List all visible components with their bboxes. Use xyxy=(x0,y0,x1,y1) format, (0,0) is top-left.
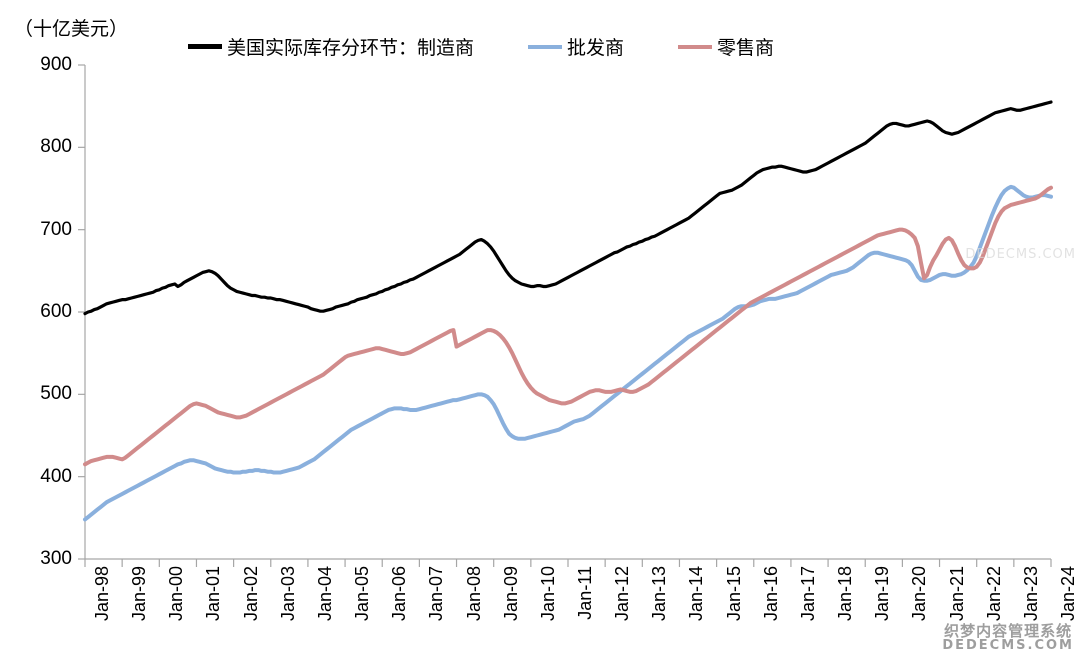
legend-label-3: 零售商 xyxy=(717,38,775,59)
legend-item-1[interactable]: 美国实际库存分环节：制造商 xyxy=(188,33,474,60)
series-line-3 xyxy=(83,185,1053,467)
legend-item-2[interactable]: 批发商 xyxy=(528,33,624,60)
watermark-faint: DEDECMS.COM xyxy=(965,247,1076,262)
y-tick-label-700: 700 xyxy=(40,218,72,240)
y-axis-unit-label: （十亿美元） xyxy=(14,19,129,40)
legend-label-1: 美国实际库存分环节：制造商 xyxy=(227,38,475,59)
y-tick-label-800: 800 xyxy=(40,136,72,158)
y-tick-label-500: 500 xyxy=(40,383,72,405)
line-swatch-black xyxy=(188,44,222,49)
watermark-cn-text: 织梦内容管理系统 xyxy=(944,621,1073,640)
chart-legend: 美国实际库存分环节：制造商 批发商 零售商 xyxy=(188,33,774,60)
watermark-en-text: DEDECMS.COM xyxy=(942,638,1074,654)
y-tick-label-300: 300 xyxy=(40,548,72,569)
watermark: 织梦内容管理系统 DEDECMS.COM xyxy=(942,621,1074,654)
line-swatch-red xyxy=(678,44,713,49)
legend-label-2: 批发商 xyxy=(567,38,625,59)
line-swatch-blue xyxy=(528,44,563,49)
legend-item-3[interactable]: 零售商 xyxy=(678,33,774,60)
series-line-2 xyxy=(83,184,1053,522)
y-tick-label-600: 600 xyxy=(40,301,72,322)
y-axis-tick-labels: 300 400 500 600 700 800 900 xyxy=(10,0,72,661)
y-tick-label-400: 400 xyxy=(40,465,72,487)
series-line-1 xyxy=(83,100,1053,316)
y-tick-label-900: 900 xyxy=(40,54,72,75)
